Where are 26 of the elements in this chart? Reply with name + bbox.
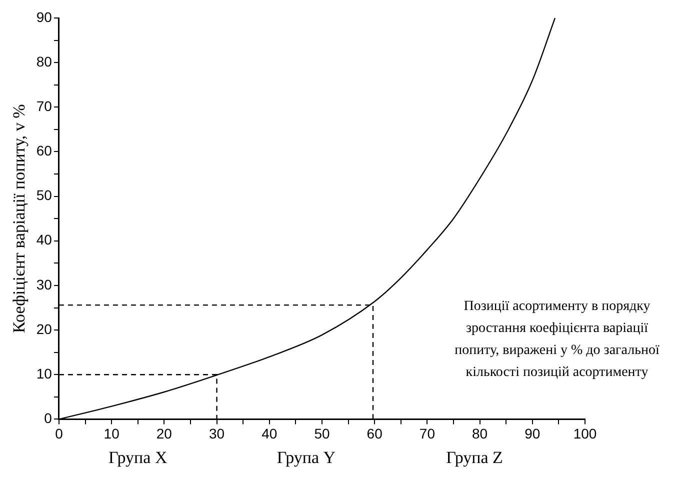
y-tick-label: 30 <box>36 276 52 292</box>
y-tick-label: 10 <box>36 365 52 382</box>
x-tick-label: 40 <box>262 425 278 442</box>
y-axis-title: Коефіцієнт варіації попиту, v % <box>10 104 29 333</box>
x-tick-label: 0 <box>55 425 64 442</box>
x-tick-label: 60 <box>366 425 383 442</box>
text: Група X <box>108 448 168 468</box>
y-tick-label: 0 <box>44 410 52 426</box>
y-tick-label: 50 <box>36 187 52 204</box>
x-tick-label: 30 <box>208 425 225 442</box>
y-tick-label: 80 <box>36 53 52 70</box>
y-tick-label: 20 <box>36 320 52 337</box>
x-tick-label: 20 <box>156 425 172 442</box>
y-tick-label: 70 <box>36 98 52 114</box>
y-tick-label: 40 <box>36 232 52 248</box>
text: Група Y <box>276 448 336 468</box>
x-tick-label: 70 <box>419 425 436 442</box>
annotation: Позиції асортименту в порядку зростання коефіцієнта варіації попиту, виражені у % до загальної кількості позицій асортименту <box>448 296 666 384</box>
x-tick-label: 90 <box>524 425 540 442</box>
y-tick-label: 90 <box>36 8 52 25</box>
x-tick-label: 10 <box>104 425 120 442</box>
y-tick-label: 60 <box>36 142 52 159</box>
text: Група Z <box>446 448 503 468</box>
x-tick-label: 80 <box>472 425 488 442</box>
x-tick-label: 50 <box>314 425 330 442</box>
x-tick-label: 100 <box>573 425 597 442</box>
